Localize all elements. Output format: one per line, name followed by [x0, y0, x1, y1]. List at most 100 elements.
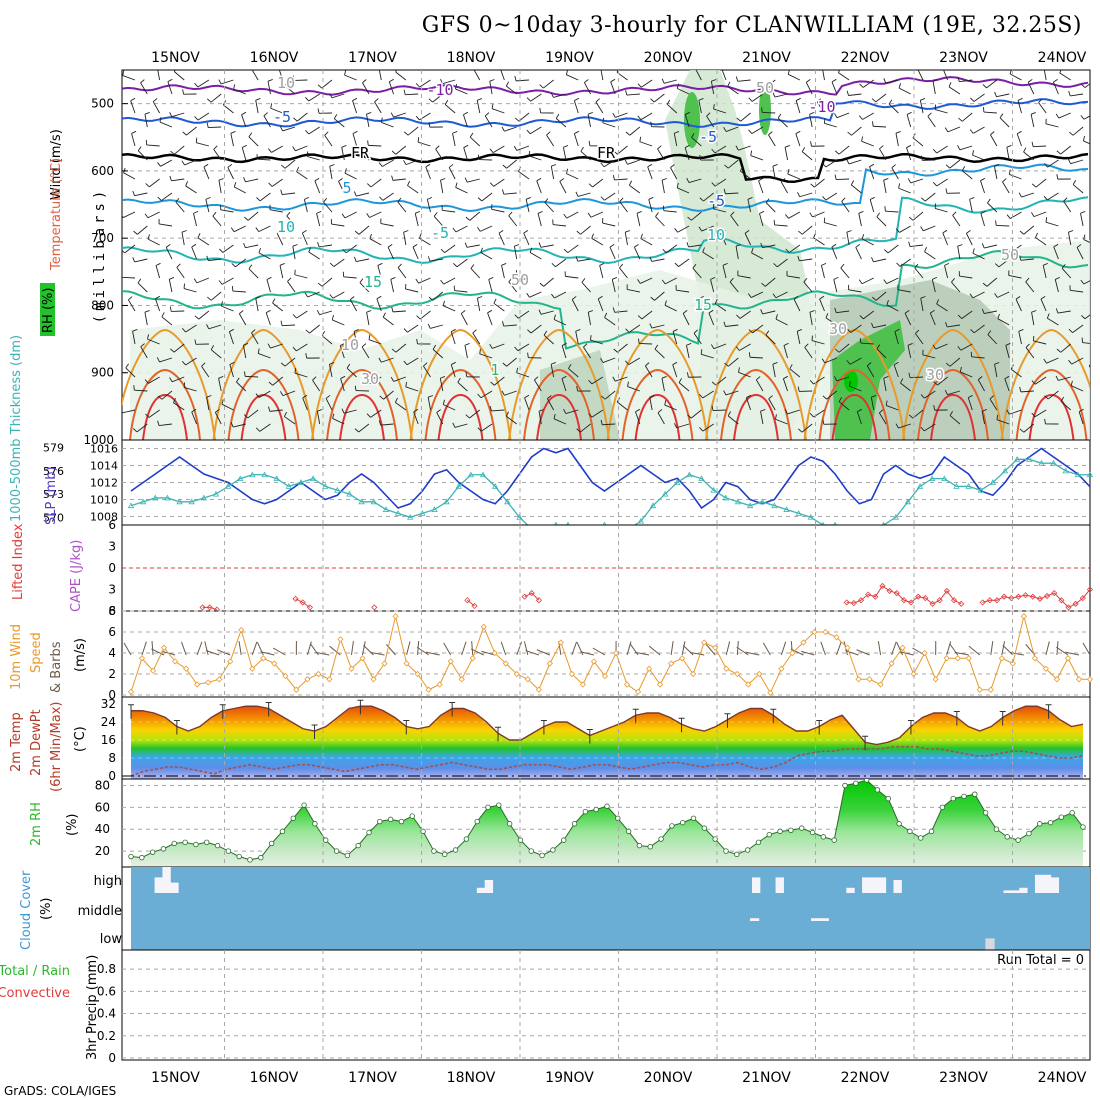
wind-barb: [713, 343, 727, 350]
wind-barb-flag: [846, 159, 850, 165]
wind-barb-flag: [835, 348, 840, 353]
wind-barb: [977, 379, 985, 392]
wind-speed-point: [601, 673, 609, 680]
wind-barb-flag: [664, 300, 667, 306]
wind-barb: [388, 81, 394, 95]
wind-barb: [523, 232, 530, 246]
wind-barb-flag: [1044, 395, 1049, 400]
wind-barb-flag: [539, 282, 544, 287]
wind-speed-point: [822, 628, 829, 636]
wind-barb: [1031, 312, 1035, 326]
wind-barb: [543, 79, 554, 89]
wind-barb-flag: [341, 213, 346, 219]
wind-barb-flag: [404, 131, 409, 136]
wind-barb-flag: [591, 233, 594, 239]
wind-barb-flag: [895, 423, 899, 429]
bottom-date-label: 23NOV: [939, 1070, 988, 1086]
isotherm-20: [508, 328, 610, 440]
wind-barb-flag: [316, 309, 320, 315]
wind-barb-flag: [242, 144, 247, 148]
rh-max-core: [844, 370, 858, 392]
cloud-bar: [476, 887, 486, 893]
wind-barb: [619, 201, 628, 213]
wind-barb-flag: [555, 113, 560, 119]
wind-barb: [898, 423, 911, 429]
wind-barb: [959, 145, 973, 151]
wind-barb-flag: [723, 321, 726, 327]
wind-barb-flag: [1031, 310, 1037, 313]
wind-barb: [729, 281, 739, 293]
wind-barb-flag: [1043, 195, 1048, 201]
wind-barb-flag: [748, 129, 753, 134]
wind-barb-flag: [822, 196, 827, 201]
wind-barb: [1006, 147, 1010, 161]
wind-barb: [1001, 641, 1006, 656]
wind-barb: [1034, 409, 1047, 418]
wind-barb-flag: [514, 75, 517, 81]
wind-barb-flag: [1046, 313, 1050, 319]
wind-barb-flag: [280, 320, 283, 326]
wind-barb: [329, 166, 333, 180]
wind-barb-flag: [317, 108, 320, 114]
wind-barb-flag: [157, 420, 160, 426]
thickness-point: [710, 486, 717, 493]
wind-barb-flag: [917, 65, 921, 68]
wind-barb-flag: [366, 413, 371, 418]
rh-point: [1058, 814, 1065, 820]
wind-barb: [914, 267, 924, 279]
top-date-label: 15NOV: [151, 50, 200, 66]
wind-barb: [271, 178, 284, 187]
wind-barb-flag: [440, 279, 445, 285]
wind-barb-flag: [1002, 178, 1007, 183]
wind-barb: [358, 423, 370, 433]
wind-barb: [319, 310, 333, 316]
wind-barb-flag: [267, 343, 271, 349]
wind-barb: [603, 159, 616, 168]
wind-barb-flag: [366, 213, 370, 218]
wind-barb: [1082, 642, 1091, 656]
wind-barb-flag: [440, 248, 445, 253]
wind-barb-flag: [970, 97, 975, 102]
wind-barb-flag: [879, 145, 884, 150]
wind-barb-flag: [806, 79, 811, 83]
wind-barb: [862, 79, 875, 88]
contour-label: 30: [926, 366, 944, 384]
wind-barb-flag: [361, 343, 367, 348]
wind-barb-flag: [477, 427, 482, 432]
wind-barb-flag: [279, 391, 284, 396]
temp2m-ylabel-2: 2m DewPt: [29, 709, 44, 776]
wind-barb-flag: [714, 298, 718, 304]
rh-point: [214, 842, 221, 849]
wind-barb-flag: [823, 118, 826, 124]
thickness-slp-content: [122, 447, 1094, 536]
wind-barb: [395, 145, 407, 155]
wind-barb: [682, 313, 690, 326]
wind-barb-flag: [484, 112, 490, 117]
wind10m-frame: [121, 610, 1091, 698]
wind-barb: [144, 312, 148, 326]
wind-barb-flag: [513, 145, 518, 151]
wind-barb-flag: [710, 344, 715, 349]
rh-high-core: [759, 85, 771, 135]
wind-barb: [875, 291, 887, 301]
wind-barb-flag: [713, 104, 715, 110]
wind-barb: [208, 258, 222, 262]
wind-barb-flag: [244, 216, 249, 221]
wind-barb-flag: [529, 247, 533, 253]
wind-barb-flag: [804, 343, 809, 348]
wind-barb-flag: [1045, 217, 1048, 223]
wind-barb: [801, 151, 813, 161]
wind-barb: [146, 144, 160, 147]
wind-barb: [739, 310, 751, 319]
thickness-point: [759, 498, 766, 505]
wind-barb: [176, 267, 185, 279]
wind-speed-point: [800, 639, 807, 646]
wind-barb: [800, 650, 815, 656]
wind-barb: [131, 133, 136, 147]
wind-barb-flag: [982, 84, 987, 89]
thickness-point: [504, 498, 511, 505]
wind-barb: [809, 114, 813, 128]
wind-barb: [220, 79, 234, 85]
wind-barb-flag: [907, 178, 912, 184]
wind-barb: [768, 134, 776, 147]
